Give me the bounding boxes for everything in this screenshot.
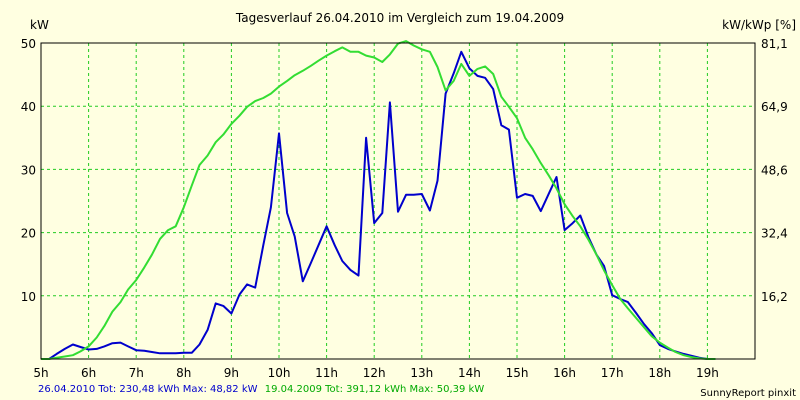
x-tick-label: 6h: [81, 366, 96, 380]
series-line-blue: [41, 50, 716, 360]
x-tick-label: 7h: [129, 366, 144, 380]
y-left-tick-label: 30: [21, 163, 36, 177]
x-tick-label: 5h: [33, 366, 48, 380]
y-left-tick-label: 40: [21, 100, 36, 114]
x-tick-label: 8h: [176, 366, 191, 380]
x-tick-label: 14h: [458, 366, 481, 380]
x-tick-label: 12h: [363, 366, 386, 380]
plot-frame: [40, 42, 756, 360]
x-tick-label: 16h: [553, 366, 576, 380]
left-axis-unit: kW: [30, 18, 49, 32]
series-lines: [41, 40, 716, 360]
y-left-tick-label: 50: [21, 37, 36, 51]
x-tick-label: 9h: [224, 366, 239, 380]
tick-labels: 5h 6h 7h 8h 9h 10h 11h 12h 13h 14h 15h 16h 17h 18h 19h…: [21, 37, 788, 380]
x-tick-label: 19h: [696, 366, 719, 380]
y-right-tick-label: 16,2: [761, 290, 788, 304]
series-line-green: [41, 40, 716, 360]
grid: [41, 43, 755, 359]
x-tick-label: 15h: [506, 366, 529, 380]
x-tick-label: 10h: [268, 366, 291, 380]
y-left-tick-label: 20: [21, 227, 36, 241]
x-tick-label: 18h: [648, 366, 671, 380]
footer-credit: SunnyReport pinxit: [700, 388, 796, 399]
legend-green: 19.04.2009 Tot: 391,12 kWh Max: 50,39 kW: [265, 384, 485, 395]
y-left-tick-label: 10: [21, 290, 36, 304]
y-right-tick-label: 48,6: [761, 163, 788, 177]
right-axis-unit: kW/kWp [%]: [722, 18, 796, 32]
y-right-tick-label: 81,1: [761, 37, 788, 51]
x-tick-label: 17h: [601, 366, 624, 380]
y-right-tick-label: 32,4: [761, 227, 788, 241]
x-tick-label: 11h: [315, 366, 338, 380]
chart-title: Tagesverlauf 26.04.2010 im Vergleich zum…: [235, 11, 564, 25]
y-right-tick-label: 64,9: [761, 100, 788, 114]
x-tick-label: 13h: [410, 366, 433, 380]
legend-blue: 26.04.2010 Tot: 230,48 kWh Max: 48,82 kW: [38, 384, 258, 395]
footer-legend: 26.04.2010 Tot: 230,48 kWh Max: 48,82 kW…: [38, 384, 484, 395]
